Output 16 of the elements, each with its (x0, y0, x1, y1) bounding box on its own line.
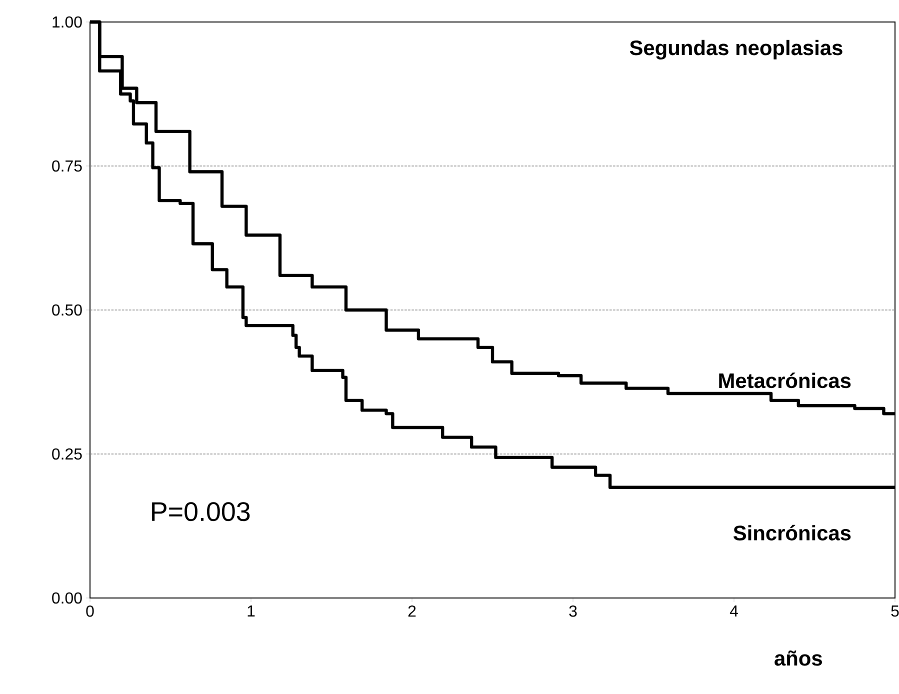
text: Segundas neoplasias (630, 40, 842, 60)
y-tick-label: 0.75 (52, 160, 82, 172)
x-tick-label: 5 (891, 606, 899, 617)
x-axis-title: años (774, 650, 822, 666)
y-tick-label: 1.00 (52, 16, 82, 28)
y-tick-label: 0.00 (52, 592, 82, 604)
y-tick-label: 0.50 (52, 304, 82, 316)
annotation: P=0.003 (152, 502, 250, 522)
series-label: Metacrónicas (719, 372, 851, 388)
x-tick-label: 4 (730, 606, 738, 616)
x-tick-label: 3 (569, 606, 577, 617)
x-tick-label: 0 (86, 606, 94, 617)
x-tick-label: 2 (408, 606, 416, 617)
x-tick-label: 1 (248, 606, 255, 616)
y-tick-label: 0.25 (52, 448, 82, 460)
series-label: Sincrónicas (733, 524, 851, 540)
